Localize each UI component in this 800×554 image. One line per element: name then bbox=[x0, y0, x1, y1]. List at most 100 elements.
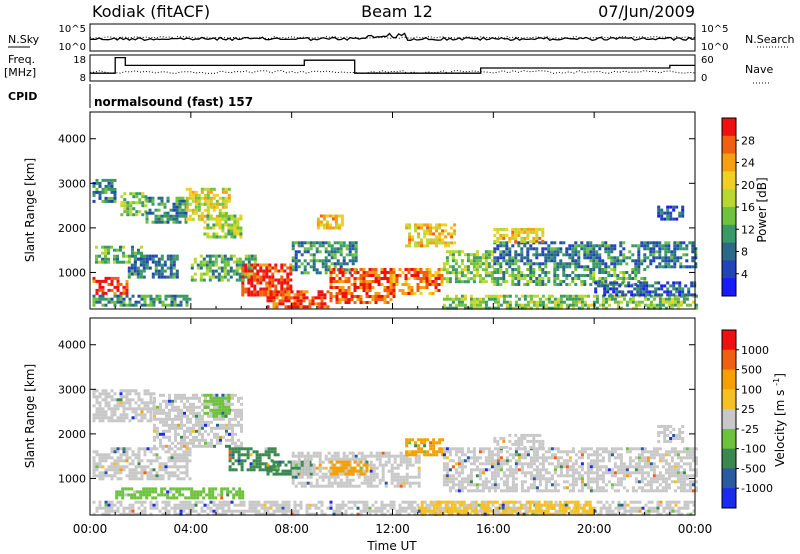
heatmap-cell bbox=[451, 459, 455, 463]
heatmap-cell bbox=[195, 396, 198, 400]
heatmap-cell bbox=[161, 465, 165, 469]
heatmap-cell bbox=[140, 503, 144, 507]
heatmap-cell bbox=[303, 481, 307, 485]
heatmap-cell bbox=[466, 280, 470, 284]
heatmap-cell bbox=[321, 265, 325, 269]
heatmap-cell bbox=[209, 190, 213, 194]
heatmap-cell bbox=[104, 260, 107, 264]
heatmap-cell bbox=[259, 278, 263, 282]
heatmap-cell bbox=[172, 487, 176, 491]
heatmap-cell bbox=[451, 300, 455, 304]
heatmap-cell bbox=[143, 303, 147, 307]
heatmap-cell bbox=[684, 284, 688, 288]
heatmap-cell bbox=[189, 417, 192, 421]
heatmap-cell bbox=[374, 301, 378, 304]
heatmap-cell bbox=[129, 192, 133, 196]
heatmap-cell bbox=[200, 202, 204, 206]
heatmap-cell bbox=[315, 451, 319, 455]
heatmap-cell bbox=[630, 293, 634, 297]
heatmap-cell bbox=[347, 286, 351, 289]
heatmap-cell bbox=[267, 456, 271, 460]
heatmap-cell bbox=[517, 274, 521, 277]
heatmap-cell bbox=[190, 275, 194, 279]
heatmap-cell bbox=[454, 453, 458, 457]
heatmap-cell bbox=[529, 297, 533, 301]
heatmap-cell bbox=[429, 441, 433, 445]
heatmap-cell bbox=[244, 269, 248, 273]
heatmap-cell bbox=[191, 208, 195, 212]
heatmap-cell bbox=[586, 250, 590, 254]
heatmap-cell bbox=[577, 262, 581, 266]
heatmap-cell bbox=[139, 260, 143, 264]
y-tick-label: 1000 bbox=[58, 266, 86, 279]
heatmap-cell bbox=[231, 453, 235, 457]
heatmap-cell bbox=[538, 274, 542, 277]
heatmap-cell bbox=[104, 404, 108, 408]
heatmap-cell bbox=[146, 459, 150, 463]
heatmap-cell bbox=[571, 280, 575, 283]
heatmap-cell bbox=[293, 506, 297, 510]
heatmap-cell bbox=[122, 251, 125, 255]
heatmap-cell bbox=[142, 254, 146, 258]
heatmap-cell bbox=[126, 201, 130, 205]
heatmap-cell bbox=[611, 509, 615, 513]
heatmap-cell bbox=[610, 244, 614, 248]
heatmap-cell bbox=[162, 411, 165, 415]
heatmap-cell bbox=[104, 512, 108, 516]
heatmap-cell bbox=[294, 475, 298, 479]
heatmap-cell bbox=[359, 472, 363, 476]
heatmap-cell bbox=[613, 256, 617, 260]
heatmap-cell bbox=[128, 503, 132, 507]
heatmap-cell bbox=[116, 297, 120, 301]
heatmap-cell bbox=[634, 259, 638, 263]
heatmap-cell bbox=[164, 465, 168, 469]
heatmap-cell bbox=[453, 229, 457, 233]
noise-tick-bottom-left: 10^0 bbox=[59, 42, 86, 53]
heatmap-cell bbox=[146, 303, 150, 307]
heatmap-cell bbox=[137, 471, 141, 475]
heatmap-cell bbox=[541, 227, 545, 231]
heatmap-cell bbox=[523, 274, 527, 277]
heatmap-cell bbox=[198, 405, 201, 409]
heatmap-cell bbox=[438, 223, 442, 227]
heatmap-cell bbox=[132, 201, 136, 205]
heatmap-cell bbox=[554, 500, 558, 504]
heatmap-cell bbox=[359, 268, 363, 271]
heatmap-cell bbox=[230, 214, 234, 218]
heatmap-cell bbox=[368, 289, 372, 292]
heatmap-cell bbox=[553, 268, 557, 271]
heatmap-cell bbox=[192, 426, 195, 430]
heatmap-cell bbox=[140, 413, 144, 417]
heatmap-cell bbox=[681, 208, 685, 212]
heatmap-cell bbox=[494, 512, 498, 516]
heatmap-cell bbox=[92, 190, 96, 194]
heatmap-cell bbox=[198, 441, 201, 445]
heatmap-cell bbox=[667, 265, 671, 269]
heatmap-cell bbox=[475, 274, 479, 278]
heatmap-cell bbox=[224, 211, 228, 215]
heatmap-cell bbox=[140, 297, 144, 301]
heatmap-cell bbox=[272, 509, 276, 513]
heatmap-cell bbox=[682, 253, 686, 257]
heatmap-cell bbox=[231, 447, 235, 451]
heatmap-cell bbox=[185, 471, 189, 475]
heatmap-cell bbox=[529, 244, 533, 248]
heatmap-cell bbox=[145, 493, 149, 497]
heatmap-cell bbox=[660, 211, 664, 215]
heatmap-cell bbox=[186, 420, 189, 424]
heatmap-cell bbox=[230, 500, 234, 504]
heatmap-cell bbox=[365, 283, 369, 286]
heatmap-cell bbox=[336, 484, 340, 488]
heatmap-cell bbox=[98, 300, 102, 304]
heatmap-cell bbox=[183, 441, 186, 445]
heatmap-cell bbox=[192, 429, 195, 433]
heatmap-cell bbox=[637, 303, 641, 307]
heatmap-cell bbox=[324, 457, 328, 461]
heatmap-cell bbox=[538, 265, 542, 269]
heatmap-cell bbox=[487, 250, 491, 254]
heatmap-cell bbox=[369, 481, 373, 485]
heatmap-cell bbox=[339, 457, 343, 461]
heatmap-cell bbox=[141, 213, 145, 217]
heatmap-cell bbox=[195, 417, 198, 421]
heatmap-cell bbox=[322, 226, 326, 230]
